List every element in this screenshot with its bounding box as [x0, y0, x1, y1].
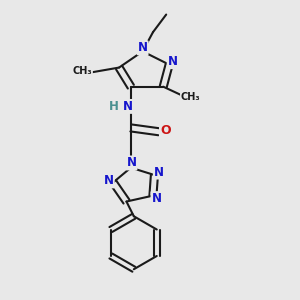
Text: CH₃: CH₃ — [181, 92, 200, 102]
Text: N: N — [127, 157, 136, 169]
Text: N: N — [152, 192, 161, 205]
Text: N: N — [154, 166, 164, 178]
Text: N: N — [123, 100, 133, 113]
Text: CH₃: CH₃ — [73, 66, 92, 76]
Text: N: N — [168, 55, 178, 68]
Text: N: N — [104, 174, 114, 188]
Text: O: O — [160, 124, 171, 137]
Text: H: H — [109, 100, 119, 113]
Text: N: N — [138, 41, 148, 54]
